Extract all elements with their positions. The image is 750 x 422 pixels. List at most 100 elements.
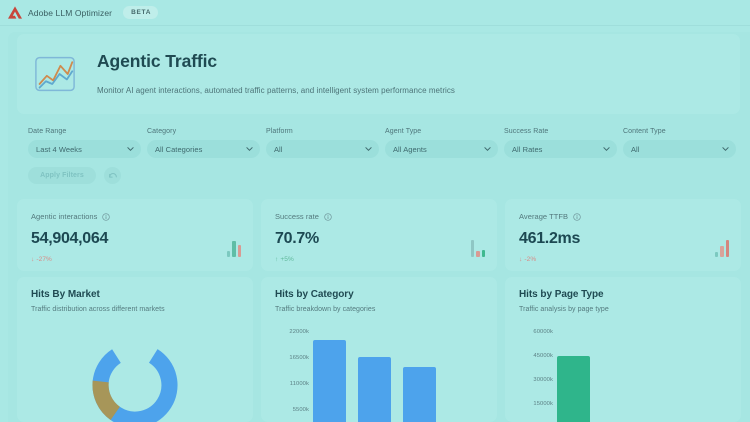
metric-label: Success rate <box>275 212 319 221</box>
metric-delta: ↓ -2% <box>519 256 727 263</box>
apply-filters-button[interactable]: Apply Filters <box>28 167 96 184</box>
chevron-down-icon <box>246 147 253 152</box>
spark-bar <box>720 246 724 257</box>
filter-agent-type: Agent Type All Agents <box>385 128 504 158</box>
donut-chart[interactable] <box>60 325 210 422</box>
metric-value: 461.2ms <box>519 230 581 247</box>
info-icon[interactable] <box>573 212 581 221</box>
chevron-down-icon <box>365 147 372 152</box>
chevron-down-icon <box>722 147 729 152</box>
metric-card-agentic-interactions: Agentic interactions 54,904,064 ↓ -27% <box>17 199 253 271</box>
spark-bar <box>481 250 485 257</box>
filter-date-range: Date Range Last 4 Weeks <box>28 128 147 158</box>
page-title: Agentic Traffic <box>97 51 218 72</box>
filter-label: Date Range <box>28 128 67 135</box>
y-tick-label: 15000k <box>533 401 553 407</box>
chart-subtitle: Traffic distribution across different ma… <box>31 306 165 313</box>
bar-category-1[interactable] <box>313 340 346 422</box>
chart-card-hits-by-market: Hits By Market Traffic distribution acro… <box>17 277 253 422</box>
date-range-select[interactable]: Last 4 Weeks <box>28 140 141 158</box>
charts-row: Hits By Market Traffic distribution acro… <box>17 277 741 422</box>
donut-slice-segment-a <box>92 342 178 422</box>
metric-sparkline <box>226 237 241 257</box>
spark-bar <box>725 240 729 257</box>
y-axis-labels: 60000k 45000k 30000k 15000k <box>513 325 553 422</box>
filter-value: All Categories <box>155 144 203 154</box>
y-tick-label: 30000k <box>533 377 553 383</box>
y-tick-label: 11000k <box>289 381 309 387</box>
metric-card-average-ttfb: Average TTFB 461.2ms ↓ -2% <box>505 199 741 271</box>
chart-title: Hits By Market <box>31 289 100 300</box>
adobe-logo-icon <box>8 6 22 19</box>
bar-page-type-1[interactable] <box>557 356 590 422</box>
spark-bar <box>470 240 474 257</box>
filter-bar: Date Range Last 4 Weeks Category All Cat… <box>28 128 743 158</box>
filter-label: Platform <box>266 128 293 135</box>
filter-actions: Apply Filters <box>28 167 121 184</box>
delta-value: -27% <box>36 256 52 263</box>
chart-subtitle: Traffic analysis by page type <box>519 306 609 313</box>
spark-bar <box>476 251 480 257</box>
filter-label: Agent Type <box>385 128 422 135</box>
metric-label: Average TTFB <box>519 212 569 221</box>
y-tick-label: 22000k <box>289 329 309 335</box>
y-tick-label: 45000k <box>533 353 553 359</box>
beta-badge: BETA <box>123 6 159 19</box>
delta-arrow-icon: ↑ <box>275 256 279 263</box>
filter-value: All <box>631 144 640 154</box>
metric-value: 70.7% <box>275 230 319 247</box>
bar-series <box>557 325 733 422</box>
chart-plot-area: 22000k 16500k 11000k 5500k <box>261 325 497 422</box>
category-select[interactable]: All Categories <box>147 140 260 158</box>
metrics-row: Agentic interactions 54,904,064 ↓ -27% <box>17 199 741 271</box>
agent-type-select[interactable]: All Agents <box>385 140 498 158</box>
page-container: Agentic Traffic Monitor AI agent interac… <box>8 32 750 422</box>
chart-plot-area: 60000k 45000k 30000k 15000k <box>505 325 741 422</box>
chart-title: Hits by Category <box>275 289 354 300</box>
y-tick-label: 5500k <box>292 407 309 413</box>
filter-value: All <box>274 144 283 154</box>
filter-content-type: Content Type All <box>623 128 742 158</box>
success-rate-select[interactable]: All Rates <box>504 140 617 158</box>
refresh-button[interactable] <box>104 167 121 184</box>
page-subtitle: Monitor AI agent interactions, automated… <box>97 85 455 95</box>
delta-arrow-icon: ↓ <box>31 256 35 263</box>
delta-value: +5% <box>280 256 294 263</box>
filter-category: Category All Categories <box>147 128 266 158</box>
spark-bar <box>714 252 718 257</box>
metric-label: Agentic interactions <box>31 212 98 221</box>
brand-name: Adobe LLM Optimizer <box>28 7 113 18</box>
metric-card-success-rate: Success rate 70.7% ↑ +5% <box>261 199 497 271</box>
chart-card-hits-by-page-type: Hits by Page Type Traffic analysis by pa… <box>505 277 741 422</box>
info-icon[interactable] <box>324 212 332 221</box>
refresh-icon <box>108 172 117 178</box>
y-tick-label: 16500k <box>289 355 309 361</box>
filter-value: All Agents <box>393 144 427 154</box>
page-header-card: Agentic Traffic Monitor AI agent interac… <box>17 34 740 114</box>
delta-value: -2% <box>524 256 537 263</box>
bar-series <box>313 325 489 422</box>
platform-select[interactable]: All <box>266 140 379 158</box>
metric-value: 54,904,064 <box>31 230 109 247</box>
filter-success-rate: Success Rate All Rates <box>504 128 623 158</box>
top-bar: Adobe LLM Optimizer BETA <box>0 0 750 26</box>
filter-label: Success Rate <box>504 128 549 135</box>
delta-arrow-icon: ↓ <box>519 256 523 263</box>
info-icon[interactable] <box>102 212 111 221</box>
filter-value: Last 4 Weeks <box>36 144 82 154</box>
spark-bar <box>232 241 236 257</box>
filter-label: Category <box>147 128 177 135</box>
chevron-down-icon <box>603 147 610 152</box>
metric-sparkline <box>714 237 729 257</box>
chart-title: Hits by Page Type <box>519 289 604 300</box>
bar-category-3[interactable] <box>403 367 436 422</box>
chart-card-hits-by-category: Hits by Category Traffic breakdown by ca… <box>261 277 497 422</box>
filter-value: All Rates <box>512 144 543 154</box>
metric-sparkline <box>470 237 485 257</box>
metric-delta: ↓ -27% <box>31 256 239 263</box>
content-type-select[interactable]: All <box>623 140 736 158</box>
chart-plot-area <box>17 325 253 422</box>
filter-label: Content Type <box>623 128 666 135</box>
bar-category-2[interactable] <box>358 357 391 422</box>
spark-bar <box>226 251 230 257</box>
